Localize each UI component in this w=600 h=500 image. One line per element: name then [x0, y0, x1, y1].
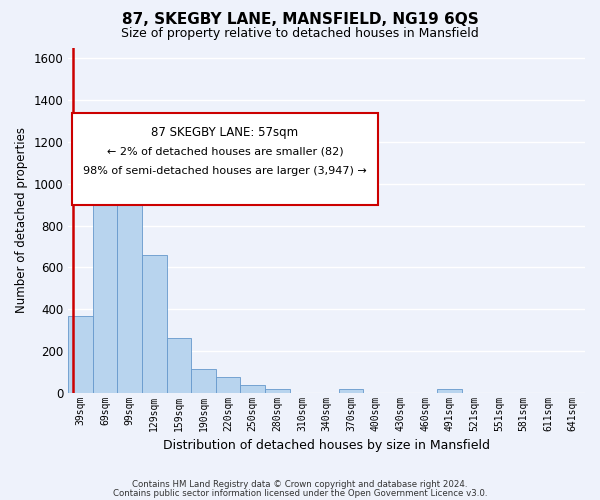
Bar	[68, 316, 93, 393]
Text: 87, SKEGBY LANE, MANSFIELD, NG19 6QS: 87, SKEGBY LANE, MANSFIELD, NG19 6QS	[122, 12, 478, 28]
Text: 98% of semi-detached houses are larger (3,947) →: 98% of semi-detached houses are larger (…	[83, 166, 367, 176]
Bar	[216, 378, 241, 393]
Bar	[265, 390, 290, 393]
Text: Contains HM Land Registry data © Crown copyright and database right 2024.: Contains HM Land Registry data © Crown c…	[132, 480, 468, 489]
Bar	[142, 255, 167, 393]
Text: ← 2% of detached houses are smaller (82): ← 2% of detached houses are smaller (82)	[107, 146, 343, 156]
Bar	[191, 369, 216, 393]
X-axis label: Distribution of detached houses by size in Mansfield: Distribution of detached houses by size …	[163, 440, 490, 452]
Bar	[93, 127, 118, 393]
Text: Contains public sector information licensed under the Open Government Licence v3: Contains public sector information licen…	[113, 488, 487, 498]
Text: 87 SKEGBY LANE: 57sqm: 87 SKEGBY LANE: 57sqm	[151, 126, 299, 139]
Bar	[118, 138, 142, 393]
Bar	[437, 390, 462, 393]
Bar	[241, 385, 265, 393]
Y-axis label: Number of detached properties: Number of detached properties	[15, 128, 28, 314]
Text: Size of property relative to detached houses in Mansfield: Size of property relative to detached ho…	[121, 28, 479, 40]
Bar	[167, 338, 191, 393]
Bar	[339, 390, 364, 393]
